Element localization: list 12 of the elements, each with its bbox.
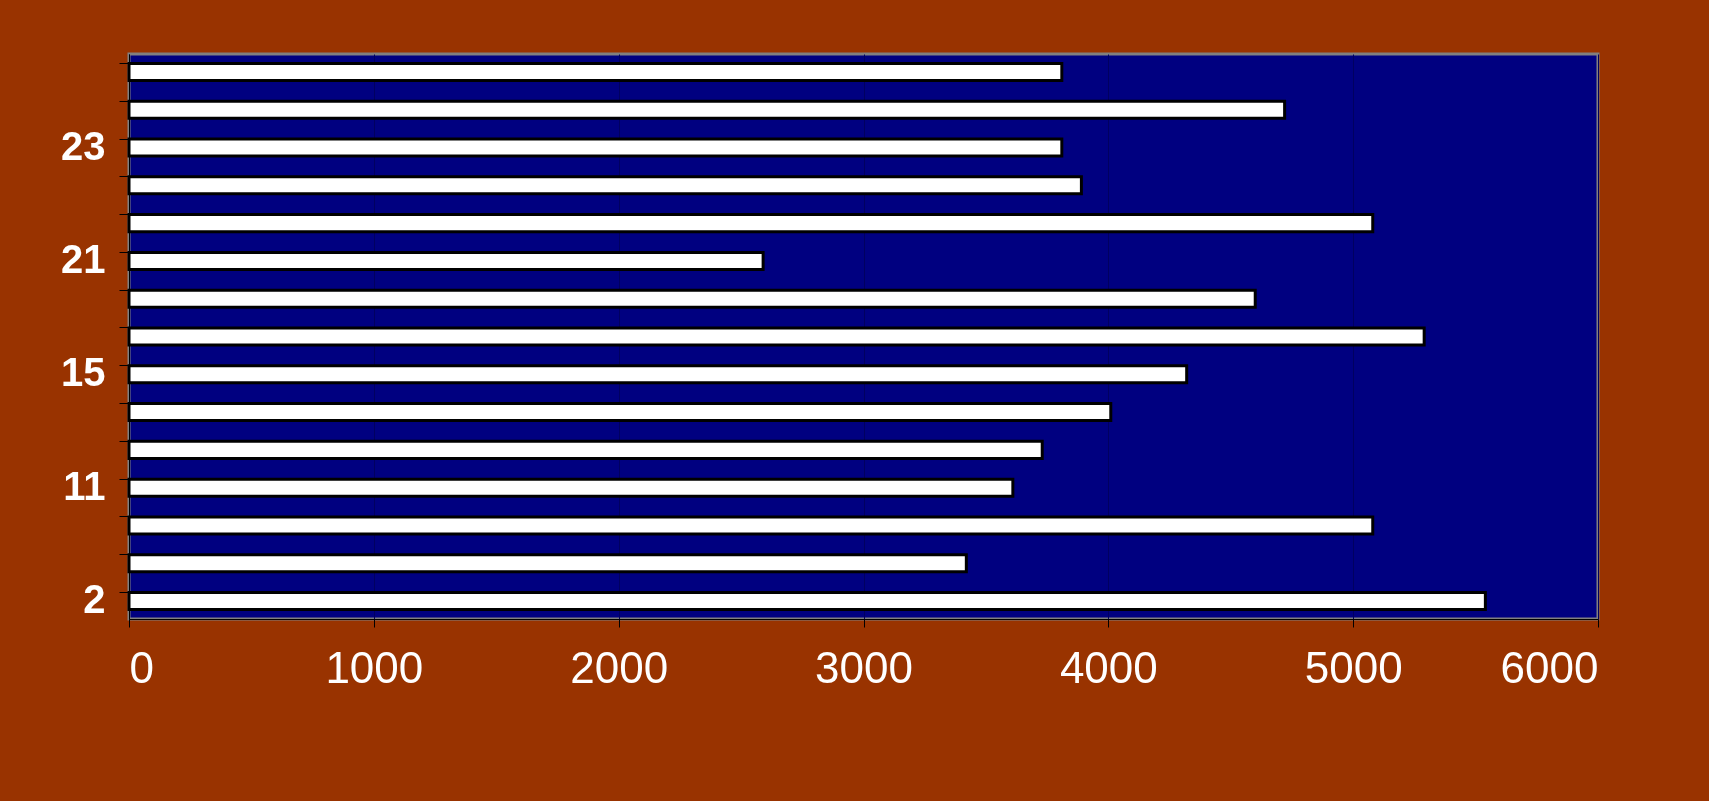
- y-tick-label: 2: [83, 577, 106, 622]
- x-tick-label: 2000: [570, 642, 669, 692]
- x-tick-label: 0: [129, 642, 154, 692]
- x-tick-label: 6000: [1500, 642, 1599, 692]
- y-tick-label: 15: [61, 350, 106, 395]
- x-tick-label: 5000: [1304, 642, 1403, 692]
- y-tick-label: 23: [61, 123, 106, 168]
- x-tick-label: 1000: [325, 642, 424, 692]
- x-tick-label: 3000: [815, 642, 913, 692]
- x-tick-label: 4000: [1059, 642, 1158, 692]
- y-tick-label: 21: [61, 236, 106, 281]
- y-tick-label: 11: [63, 463, 106, 508]
